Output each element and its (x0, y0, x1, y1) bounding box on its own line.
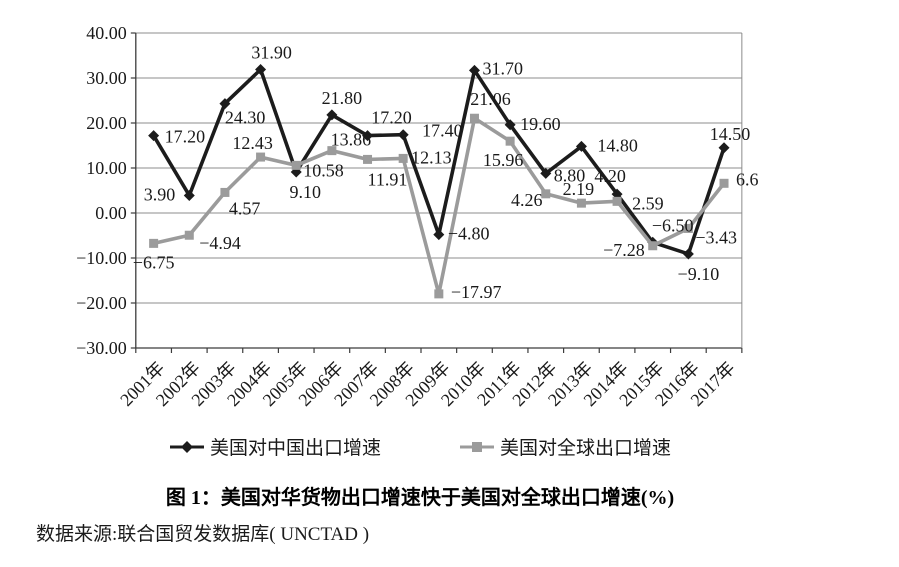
data-point-square (434, 289, 444, 299)
data-point-square (327, 146, 337, 156)
data-label: 10.58 (303, 160, 344, 180)
data-point-square (256, 152, 266, 162)
chart-legend: 美国对中国出口增速 美国对全球出口增速 (60, 433, 780, 460)
y-axis-label: 10.00 (86, 158, 127, 178)
data-point-square (576, 198, 586, 208)
data-point-diamond (433, 229, 445, 241)
data-label: 12.13 (411, 147, 452, 167)
diamond-marker-icon (169, 440, 204, 453)
data-label: 14.80 (597, 135, 638, 155)
data-label: 21.80 (322, 88, 363, 108)
data-source: 数据来源:联合国贸发数据库( UNCTAD ) (36, 524, 370, 545)
data-label: 11.91 (368, 169, 408, 189)
data-point-diamond (468, 64, 480, 76)
legend-label-us-world-exports: 美国对全球出口增速 (500, 438, 672, 459)
y-axis-label: 30.00 (86, 68, 127, 88)
data-label: −4.94 (199, 233, 241, 253)
data-point-diamond (397, 129, 409, 141)
y-axis-label: 20.00 (86, 113, 127, 133)
data-point-diamond (326, 109, 338, 121)
data-point-diamond (219, 98, 231, 110)
data-label: 31.70 (482, 58, 522, 78)
data-label: −6.50 (652, 215, 694, 235)
data-point-square (363, 154, 373, 164)
data-label: 12.43 (232, 133, 273, 153)
data-label: 4.57 (229, 198, 260, 218)
data-label: 24.30 (225, 108, 265, 128)
y-axis-label: −20.00 (76, 293, 127, 313)
y-axis-label: 0.00 (95, 203, 127, 223)
data-point-diamond (183, 189, 195, 201)
y-axis-label: −30.00 (76, 338, 127, 358)
data-point-square (648, 241, 658, 251)
data-label: 4.20 (594, 166, 626, 186)
data-point-square (149, 238, 159, 248)
data-point-diamond (575, 140, 587, 152)
data-point-square (505, 136, 515, 146)
data-label: 9.10 (289, 182, 321, 202)
data-point-diamond (718, 142, 730, 154)
data-point-diamond (682, 248, 694, 260)
data-label: −6.75 (133, 252, 175, 272)
data-point-square (220, 187, 230, 197)
legend-item-us-world-exports: 美国对全球出口增速 (459, 433, 671, 460)
data-label: 2.59 (632, 193, 664, 213)
data-label: 2.19 (563, 179, 595, 199)
data-label: 17.20 (371, 108, 412, 128)
line-chart: 40.00 30.00 20.00 10.00 0.00 −10.00 −20.00 −30.… (76, 23, 759, 410)
data-label: 21.06 (470, 89, 511, 109)
legend-label-us-china-exports: 美国对中国出口增速 (209, 438, 381, 459)
y-axis-label: 40.00 (86, 23, 127, 43)
data-label: 19.60 (520, 114, 561, 134)
data-label: −9.10 (678, 264, 720, 284)
data-point-square (719, 178, 729, 188)
data-point-diamond (255, 63, 267, 75)
data-point-diamond (504, 119, 516, 131)
data-label: 6.6 (736, 169, 759, 189)
data-label: 3.90 (144, 184, 176, 204)
data-point-square (398, 153, 408, 163)
data-label: 13.86 (331, 130, 372, 150)
y-axis-label: −10.00 (76, 248, 127, 268)
data-label: −3.43 (695, 227, 737, 247)
square-marker-icon (460, 441, 494, 452)
data-label: 8.80 (554, 165, 586, 185)
data-point-diamond (148, 130, 160, 142)
data-point-square (541, 189, 551, 199)
data-label: 14.50 (710, 124, 751, 144)
data-label: −17.97 (451, 282, 502, 302)
data-label: 4.26 (511, 190, 543, 210)
data-point-square (612, 196, 622, 206)
data-label: −4.80 (448, 224, 490, 244)
data-point-diamond (540, 167, 552, 179)
data-point-square (291, 160, 301, 170)
data-label: 15.96 (483, 150, 524, 170)
figure-caption: 图 1：美国对华货物出口增速快于美国对全球出口增速(%) (165, 487, 675, 509)
data-point-diamond (362, 130, 374, 142)
data-label: 31.90 (251, 42, 292, 62)
data-point-square (683, 223, 693, 233)
data-label: 17.40 (422, 121, 463, 141)
legend-item-us-china-exports: 美国对中国出口增速 (169, 433, 381, 460)
data-label: −7.28 (603, 240, 645, 260)
data-point-square (184, 230, 194, 240)
data-label: 17.20 (165, 127, 206, 147)
data-point-square (469, 113, 479, 123)
